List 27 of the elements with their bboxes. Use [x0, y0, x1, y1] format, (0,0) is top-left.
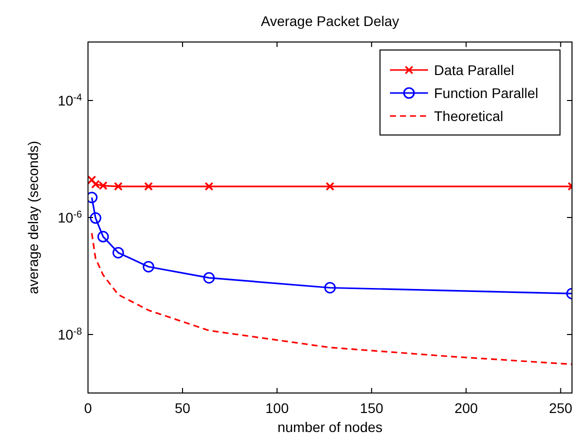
point: [88, 175, 96, 184]
x-tick-label: 150: [360, 400, 384, 416]
point: [112, 246, 124, 258]
line-series: [90, 232, 572, 366]
legend-label: Theoretical: [434, 108, 504, 124]
x-tick-label: 50: [174, 400, 191, 416]
x-tick-label: 200: [454, 400, 478, 416]
point: [142, 260, 154, 272]
point: [326, 182, 334, 191]
x-tick-label: 250: [548, 400, 573, 416]
x-tick-label: 100: [265, 400, 289, 416]
y-tick-label: 10$^{-4}$: [58, 92, 83, 108]
x-axis-title: number of nodes: [277, 419, 383, 435]
legend-label: Function Parallel: [434, 85, 538, 101]
y-tick-label: 10$^{-6}$: [58, 209, 83, 226]
point: [144, 182, 153, 191]
point: [90, 212, 102, 224]
point: [204, 182, 214, 191]
x-tick-label: 0: [84, 400, 92, 416]
point: [97, 230, 109, 242]
point: [203, 272, 215, 284]
y-axis-title: average delay (seconds): [25, 140, 41, 294]
legend-label: Data Parallel: [434, 62, 514, 78]
y-tick-label: 10$^{-8}$: [58, 326, 83, 342]
chart-title: Average Packet Delay: [260, 13, 400, 29]
point: [324, 282, 336, 294]
point: [114, 182, 123, 191]
